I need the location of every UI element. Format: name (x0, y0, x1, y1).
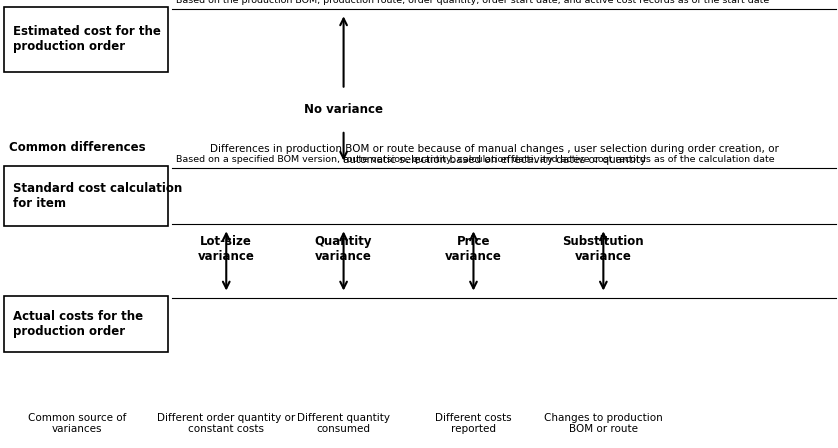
Text: No variance: No variance (304, 103, 383, 116)
Text: Based on the production BOM, production route, order quantity, order start date,: Based on the production BOM, production … (176, 0, 769, 5)
FancyBboxPatch shape (4, 7, 168, 72)
Text: Lot-size
variance: Lot-size variance (198, 235, 255, 263)
Text: Based on a specified BOM version, route version, quantity, calculation date, and: Based on a specified BOM version, route … (176, 155, 774, 164)
FancyBboxPatch shape (4, 296, 168, 352)
Text: Changes to production
BOM or route: Changes to production BOM or route (544, 413, 663, 434)
Text: Price
variance: Price variance (445, 235, 502, 263)
Text: Different quantity
consumed: Different quantity consumed (297, 413, 390, 434)
Text: Different order quantity or
constant costs: Different order quantity or constant cos… (158, 413, 295, 434)
FancyBboxPatch shape (4, 166, 168, 226)
Text: Standard cost calculation
for item: Standard cost calculation for item (13, 182, 182, 210)
Text: Substitution
variance: Substitution variance (562, 235, 644, 263)
Text: Quantity
variance: Quantity variance (315, 235, 372, 263)
Text: Common differences: Common differences (8, 141, 146, 155)
Text: Estimated cost for the
production order: Estimated cost for the production order (13, 25, 160, 53)
Text: Actual costs for the
production order: Actual costs for the production order (13, 310, 142, 338)
Text: Different costs
reported: Different costs reported (435, 413, 512, 434)
Text: Common source of
variances: Common source of variances (28, 413, 127, 434)
Text: Differences in production BOM or route because of manual changes , user selectio: Differences in production BOM or route b… (210, 144, 779, 165)
